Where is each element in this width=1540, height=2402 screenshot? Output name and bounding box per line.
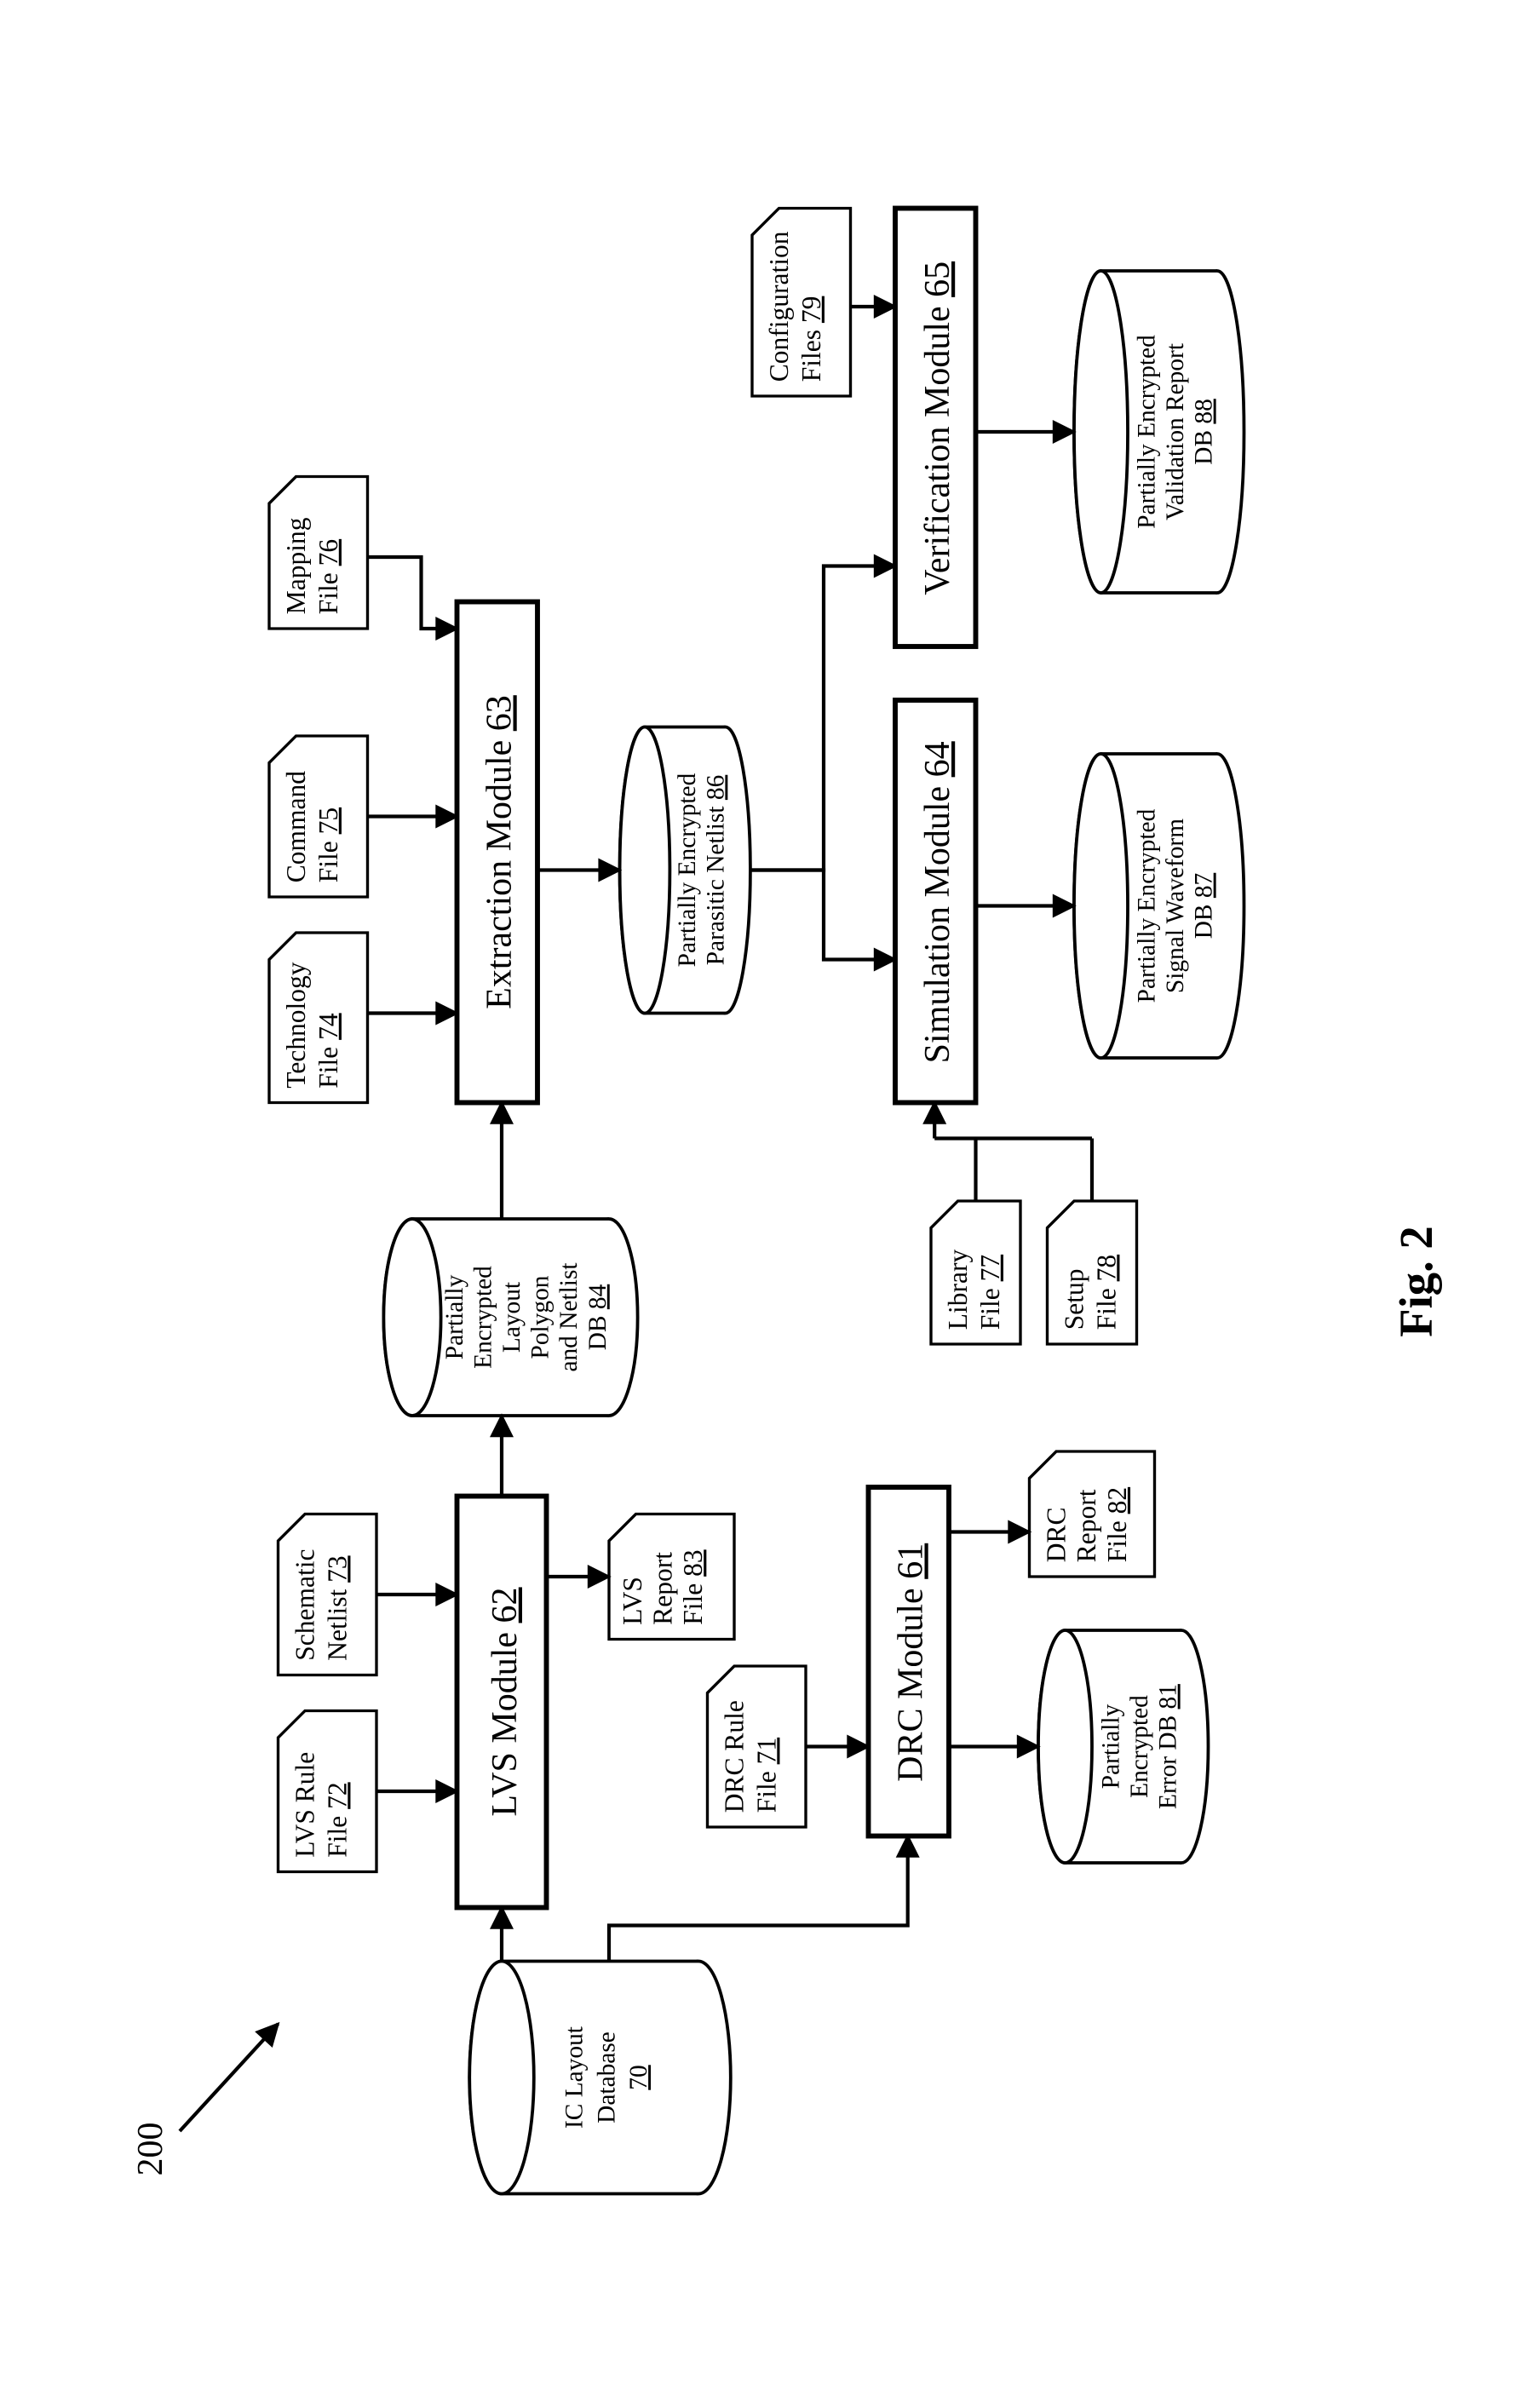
svg-text:Report: Report [1072, 1489, 1101, 1562]
module-lvs: LVS Module 62 [457, 1497, 547, 1908]
svg-text:Error DB 81: Error DB 81 [1155, 1684, 1182, 1809]
file-lvs-rule: LVS Rule File 72 [279, 1711, 377, 1872]
file-mapping: Mapping File 76 [269, 477, 368, 629]
svg-text:Files 79: Files 79 [796, 296, 826, 382]
file-technology: Technology File 74 [269, 933, 368, 1103]
svg-text:File 72: File 72 [322, 1782, 352, 1857]
file-schematic: Schematic Netlist 73 [279, 1514, 377, 1675]
svg-text:Schematic: Schematic [290, 1549, 320, 1661]
svg-text:Partially Encrypted: Partially Encrypted [1134, 335, 1161, 529]
svg-text:LVS Rule: LVS Rule [290, 1752, 320, 1858]
svg-text:File 78: File 78 [1091, 1255, 1121, 1330]
db-ic-layout: IC Layout Database 70 [469, 1962, 731, 2194]
svg-text:Validation Report: Validation Report [1162, 343, 1189, 520]
svg-text:DB 88: DB 88 [1191, 399, 1218, 465]
flowchart: 200 Fig. 2 IC Layout Database 70 LVS Rul… [72, 119, 1468, 2284]
svg-text:Parasitic Netlist 86: Parasitic Netlist 86 [702, 775, 729, 966]
svg-text:Database: Database [593, 2031, 620, 2123]
svg-text:File 77: File 77 [975, 1255, 1005, 1330]
svg-text:Polygon: Polygon [527, 1275, 555, 1359]
svg-text:Layout: Layout [498, 1282, 526, 1353]
svg-text:70: 70 [625, 2065, 652, 2089]
svg-text:Partially Encrypted: Partially Encrypted [1134, 808, 1161, 1003]
svg-text:Partially Encrypted: Partially Encrypted [674, 773, 701, 967]
module-extraction: Extraction Module 63 [457, 602, 538, 1103]
svg-text:File 75: File 75 [313, 807, 343, 882]
module-drc: DRC Module 61 [869, 1487, 950, 1836]
file-command: Command File 75 [269, 736, 368, 897]
db-polygon: Partially Encrypted Layout Polygon and N… [383, 1219, 637, 1416]
file-library: Library File 77 [931, 1201, 1020, 1344]
svg-text:Verification Module 65: Verification Module 65 [918, 261, 957, 595]
svg-text:File 71: File 71 [751, 1738, 781, 1813]
svg-text:DB 84: DB 84 [584, 1284, 612, 1350]
svg-text:Netlist 73: Netlist 73 [322, 1555, 352, 1660]
file-drc-rule: DRC Rule File 71 [708, 1666, 807, 1827]
svg-text:Signal Waveform: Signal Waveform [1162, 819, 1189, 993]
module-verification: Verification Module 65 [895, 209, 976, 646]
svg-text:Encrypted: Encrypted [1126, 1695, 1153, 1798]
svg-text:Command: Command [281, 771, 311, 882]
db-validation: Partially Encrypted Validation Report DB… [1074, 271, 1244, 593]
ref-number: 200 [131, 2123, 170, 2176]
svg-text:Setup: Setup [1060, 1268, 1089, 1330]
svg-text:DRC Rule: DRC Rule [720, 1700, 750, 1813]
svg-text:Partially: Partially [1098, 1704, 1125, 1789]
file-setup: Setup File 78 [1048, 1201, 1137, 1344]
db-parasitic: Partially Encrypted Parasitic Netlist 86 [620, 727, 750, 1014]
file-drc-report: DRC Report File 82 [1030, 1451, 1155, 1577]
svg-text:Mapping: Mapping [281, 517, 311, 614]
module-simulation: Simulation Module 64 [895, 700, 976, 1103]
svg-text:Extraction Module 63: Extraction Module 63 [480, 695, 520, 1009]
svg-text:File 76: File 76 [313, 539, 343, 614]
svg-text:File 74: File 74 [313, 1013, 343, 1089]
svg-text:Partially: Partially [441, 1274, 468, 1359]
svg-text:File 83: File 83 [678, 1549, 708, 1624]
db-waveform: Partially Encrypted Signal Waveform DB 8… [1074, 754, 1244, 1058]
file-config: Configuration Files 79 [752, 209, 851, 396]
svg-text:DRC Module 61: DRC Module 61 [892, 1543, 931, 1782]
svg-text:Library: Library [943, 1250, 973, 1330]
svg-text:LVS Module 62: LVS Module 62 [486, 1587, 525, 1816]
svg-text:DRC: DRC [1042, 1507, 1072, 1562]
figure-label: Fig. 2 [1390, 1226, 1442, 1336]
svg-text:Report: Report [648, 1552, 678, 1625]
svg-text:File 82: File 82 [1102, 1487, 1132, 1562]
svg-text:Technology: Technology [281, 962, 311, 1088]
db-error: Partially Encrypted Error DB 81 [1038, 1630, 1209, 1863]
svg-text:IC Layout: IC Layout [561, 2026, 589, 2129]
file-lvs-report: LVS Report File 83 [609, 1514, 734, 1640]
svg-text:and Netlist: and Netlist [555, 1262, 583, 1371]
svg-text:LVS: LVS [618, 1577, 647, 1625]
svg-text:Encrypted: Encrypted [469, 1266, 497, 1369]
svg-text:DB 87: DB 87 [1191, 873, 1218, 940]
svg-text:Simulation Module 64: Simulation Module 64 [918, 741, 957, 1063]
svg-text:Configuration: Configuration [764, 231, 794, 382]
